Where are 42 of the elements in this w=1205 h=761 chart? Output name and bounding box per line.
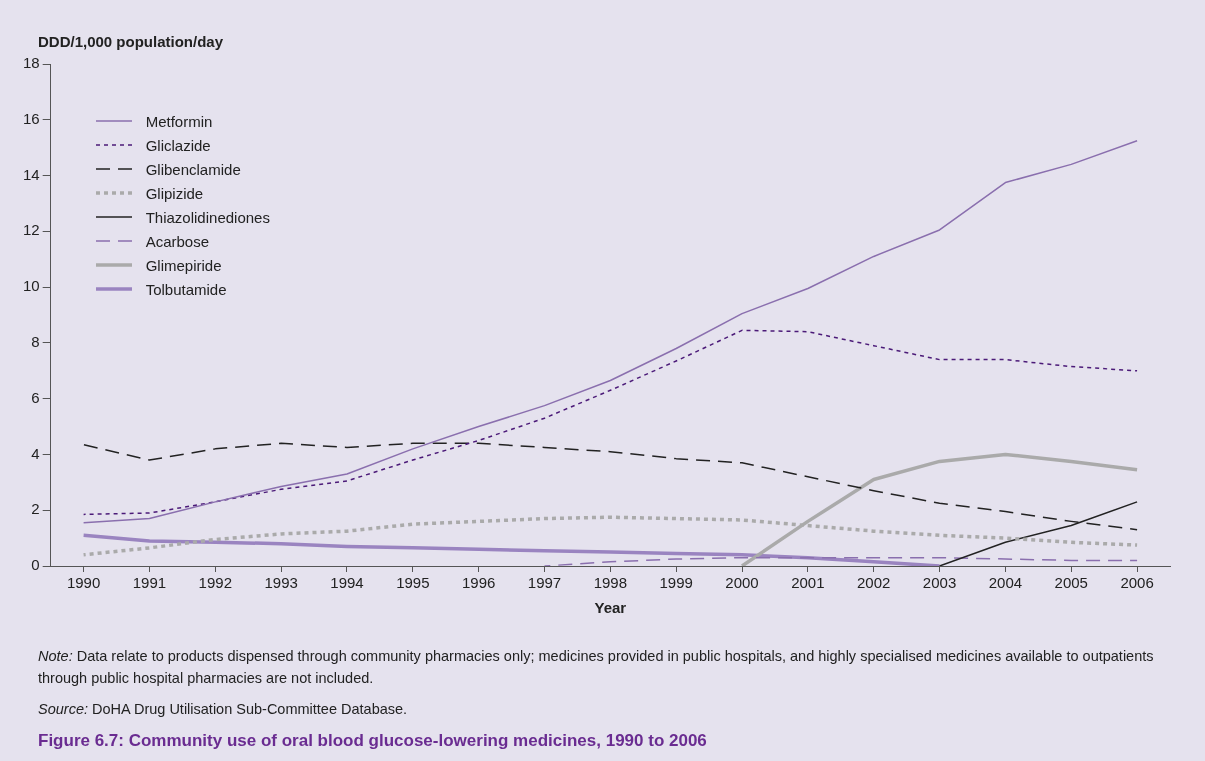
- x-tick-label: 1994: [330, 574, 364, 592]
- line-series: [82, 329, 1138, 516]
- y-tick-label: 8: [31, 333, 40, 351]
- x-tick-label: 1995: [396, 574, 430, 592]
- x-tick-label: 2004: [988, 574, 1023, 592]
- x-tick-label: 2003: [922, 574, 957, 592]
- legend-label: Thiazolidinediones: [145, 208, 270, 226]
- x-tick-label: 2006: [1120, 574, 1154, 592]
- legend-label: Tolbutamide: [145, 280, 227, 298]
- y-tick-label: 2: [31, 500, 40, 518]
- y-tick-label: 14: [23, 165, 40, 183]
- x-tick-label: 2005: [1054, 574, 1088, 592]
- x-tick-label: 1990: [66, 574, 101, 592]
- x-tick-label: 2000: [725, 574, 759, 592]
- legend-label: Gliclazide: [145, 136, 211, 154]
- y-tick-label: 16: [23, 109, 40, 127]
- legend-label: Metformin: [145, 112, 213, 130]
- text: Figure 6.7: Community use of oral blood glucose-lowering medicines, 1990 to 2006: [38, 731, 707, 751]
- x-axis-title: Year: [594, 599, 627, 617]
- x-tick-label: 1991: [132, 574, 167, 592]
- y-tick-label: 4: [31, 444, 40, 462]
- line-series: [543, 556, 1138, 566]
- x-tick-label: 1998: [593, 574, 628, 592]
- x-tick-label: 2002: [857, 574, 891, 592]
- x-tick-label: 2001: [791, 574, 825, 592]
- legend-label: Glipizide: [145, 184, 204, 202]
- legend-label: Acarbose: [145, 232, 210, 250]
- y-axis-title: DDD/1,000 population/day: [38, 33, 224, 50]
- x-tick-label: 1997: [527, 574, 562, 592]
- legend-label: Glimepiride: [145, 256, 222, 274]
- text: Note: Data relate to products dispensed through community pharmacies only; medicines provided in public hospitals, and highly specialised medicines available to outpatients through public hospital pharmacies are not included.: [38, 647, 1155, 688]
- y-tick-label: 10: [23, 277, 40, 295]
- source-note: Source: DoHA Drug Utilisation Sub-Committee Database.: [38, 700, 409, 719]
- y-tick-label: 0: [31, 556, 40, 574]
- y-tick-label: 18: [23, 54, 40, 72]
- x-tick-label: 1993: [264, 574, 298, 592]
- x-tick-label: 1996: [461, 574, 496, 592]
- y-tick-label: 12: [23, 221, 40, 239]
- x-tick-label: 1992: [198, 574, 232, 592]
- legend-label: Glibenclamide: [145, 160, 241, 178]
- x-tick-label: 1999: [659, 574, 693, 592]
- y-tick-label: 6: [31, 388, 40, 406]
